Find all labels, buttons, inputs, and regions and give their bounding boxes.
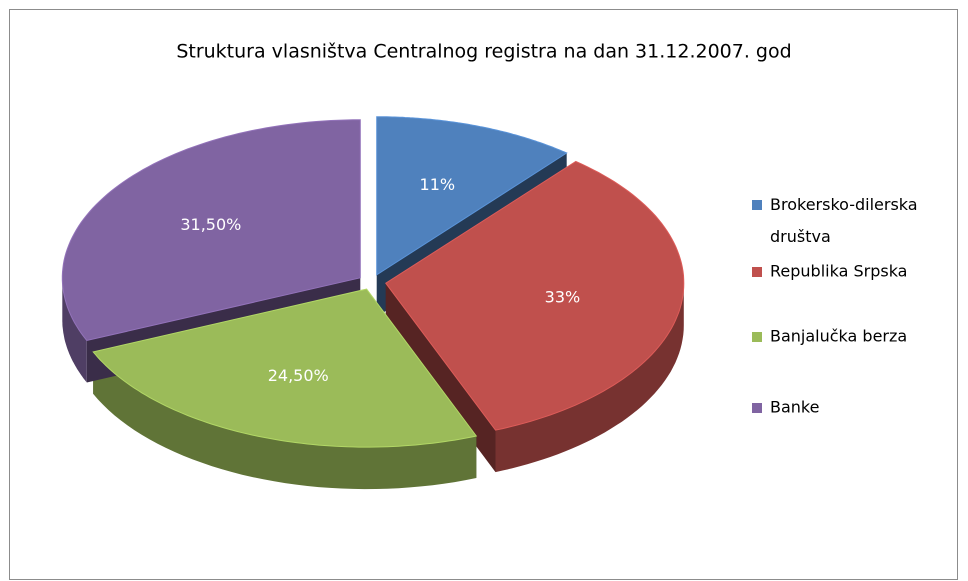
slice	[92, 288, 478, 448]
legend-label: Banjalučka berza	[770, 327, 907, 346]
data-label: 11%	[420, 175, 456, 194]
legend-label: Republika Srpska	[770, 262, 907, 281]
legend-label-line: Brokersko-dilerska	[770, 195, 918, 214]
chart-title: Struktura vlasništva Centralnog registra…	[176, 41, 791, 63]
legend-swatch	[752, 332, 762, 342]
legend-label-line: društva	[770, 227, 831, 246]
slice	[61, 119, 361, 342]
pie-tops	[61, 116, 685, 448]
legend-swatch	[752, 267, 762, 277]
slice-wall	[93, 351, 477, 490]
data-label: 33%	[545, 288, 581, 307]
legend-swatch	[752, 200, 762, 210]
slice-wall	[62, 277, 87, 383]
slice	[385, 160, 685, 431]
data-label: 24,50%	[268, 366, 329, 385]
legend-label: Brokersko-dilerska društva	[770, 195, 918, 246]
legend-swatch	[752, 403, 762, 413]
data-label: 31,50%	[180, 215, 241, 234]
slice-wall	[495, 283, 684, 473]
legend-label: Banke	[770, 398, 819, 417]
slice	[376, 116, 568, 276]
